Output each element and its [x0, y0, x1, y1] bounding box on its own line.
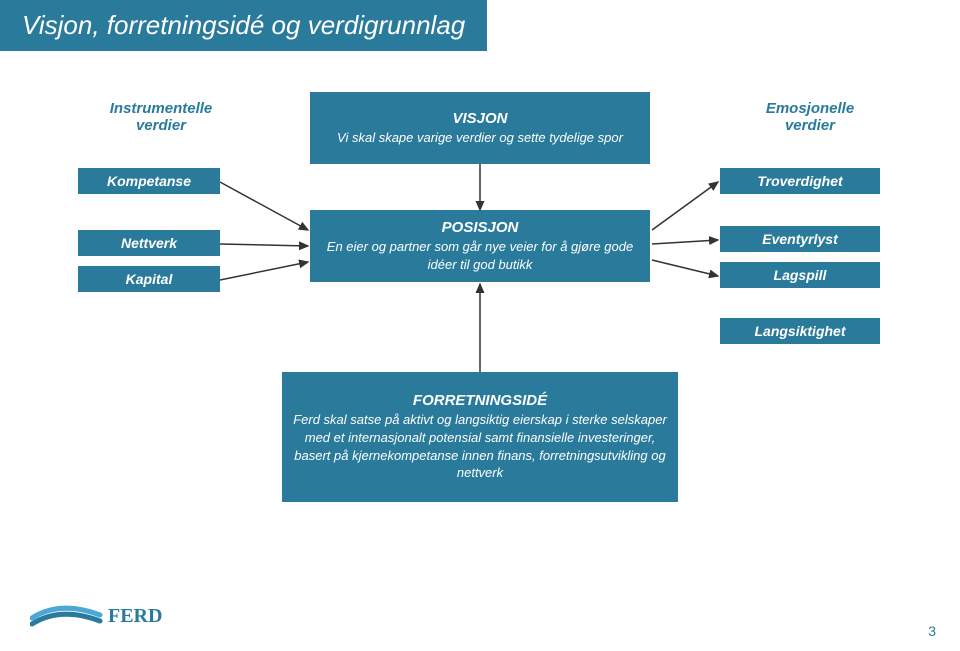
posisjon-title: POSISJON [442, 219, 519, 236]
page-number-text: 3 [928, 623, 936, 639]
right-header-text: Emosjonelleverdier [766, 100, 854, 134]
box-forretningside: FORRETNINGSIDÉ Ferd skal satse på aktivt… [282, 372, 678, 502]
pill-kompetanse: Kompetanse [78, 168, 220, 194]
box-visjon: VISJON Vi skal skape varige verdier og s… [310, 92, 650, 164]
left-header-text: Instrumentelleverdier [110, 100, 213, 134]
left-header: Instrumentelleverdier [90, 100, 232, 134]
pill-label: Kompetanse [107, 173, 191, 189]
pill-lagspill: Lagspill [720, 262, 880, 288]
pill-kapital: Kapital [78, 266, 220, 292]
pill-langsiktighet: Langsiktighet [720, 318, 880, 344]
forretning-title: FORRETNINGSIDÉ [413, 392, 547, 409]
visjon-title: VISJON [452, 110, 507, 127]
pill-label: Langsiktighet [754, 323, 845, 339]
svg-text:FERD: FERD [108, 605, 162, 627]
pill-nettverk: Nettverk [78, 230, 220, 256]
forretning-text: Ferd skal satse på aktivt og langsiktig … [290, 411, 670, 481]
ferd-logo: FERD [30, 598, 190, 637]
pill-troverdighet: Troverdighet [720, 168, 880, 194]
posisjon-text: En eier og partner som går nye veier for… [318, 238, 642, 273]
right-header: Emosjonelleverdier [735, 100, 885, 134]
pill-label: Lagspill [774, 267, 827, 283]
pill-eventyrlyst: Eventyrlyst [720, 226, 880, 252]
box-posisjon: POSISJON En eier og partner som går nye … [310, 210, 650, 282]
pill-label: Nettverk [121, 235, 177, 251]
pill-label: Kapital [126, 271, 173, 287]
pill-label: Eventyrlyst [762, 231, 837, 247]
page-number: 3 [928, 623, 936, 639]
visjon-text: Vi skal skape varige verdier og sette ty… [337, 129, 623, 147]
title-text: Visjon, forretningsidé og verdigrunnlag [22, 10, 465, 40]
pill-label: Troverdighet [757, 173, 842, 189]
diagram-area: Instrumentelleverdier Emosjonelleverdier… [0, 70, 960, 570]
page-title: Visjon, forretningsidé og verdigrunnlag [0, 0, 487, 51]
